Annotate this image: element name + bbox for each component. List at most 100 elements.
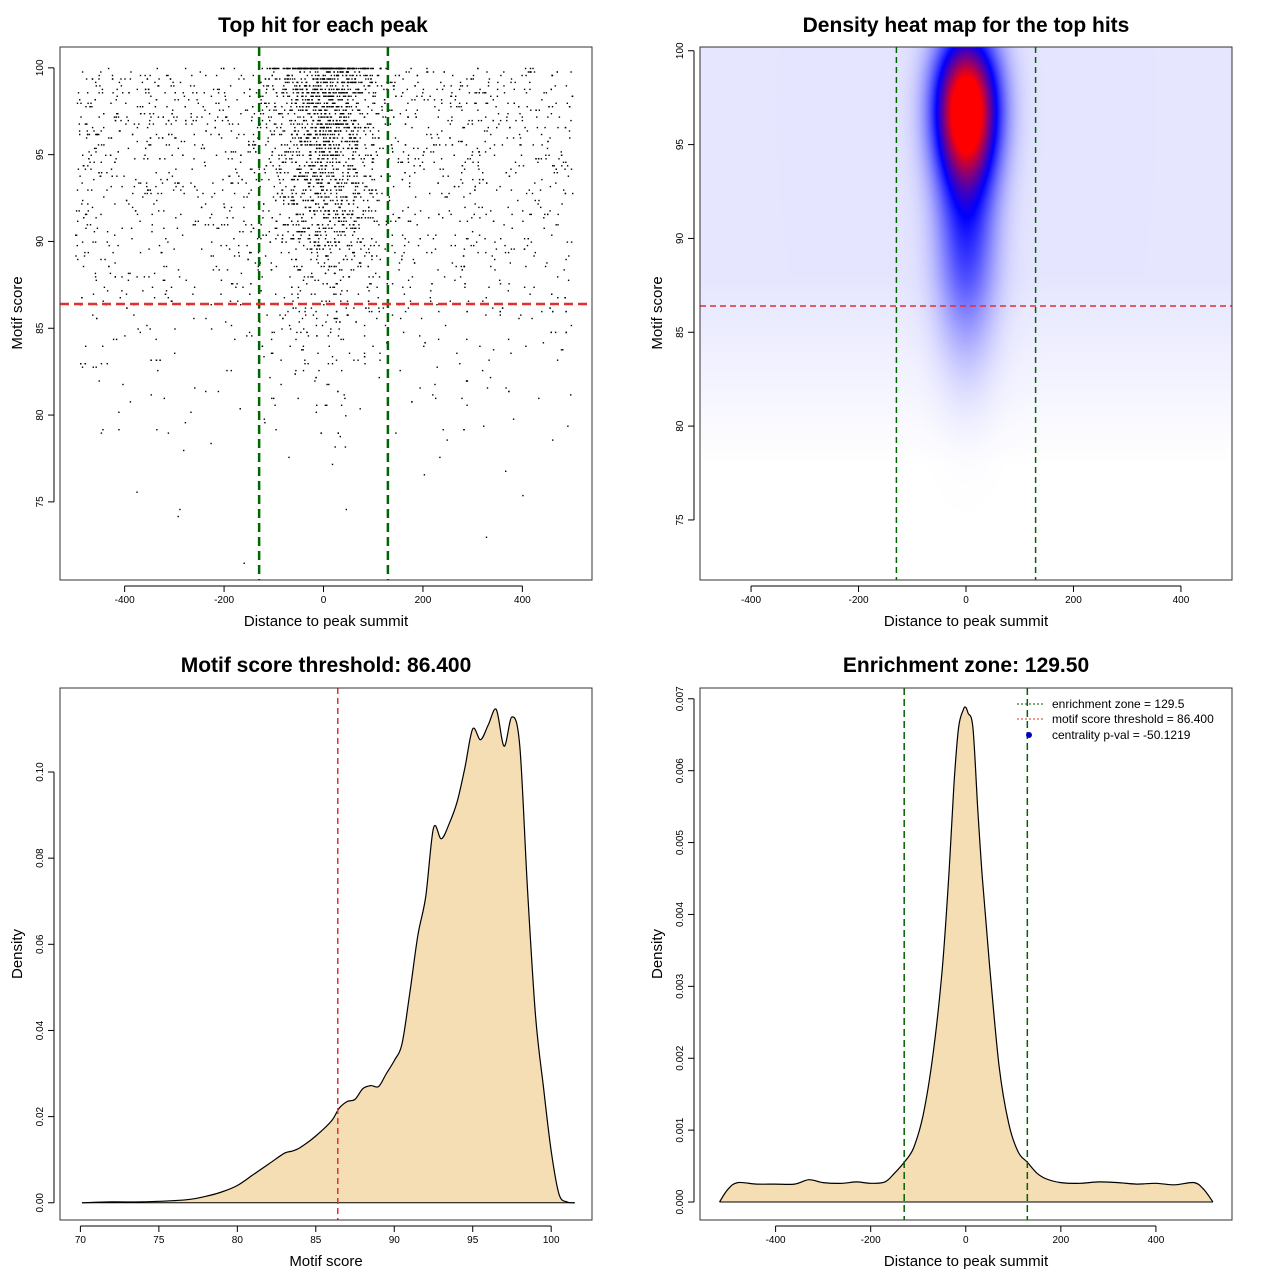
scatter-point	[364, 210, 367, 212]
scatter-point	[300, 144, 302, 146]
scatter-point	[411, 401, 413, 403]
scatter-point	[345, 123, 347, 125]
scatter-point	[348, 126, 350, 129]
scatter-point	[318, 206, 320, 209]
scatter-point	[196, 189, 198, 191]
scatter-point	[250, 283, 252, 285]
scatter-point	[337, 99, 339, 101]
scatter-point	[506, 116, 508, 118]
scatter-point	[299, 269, 302, 271]
scatter-point	[263, 356, 265, 358]
scatter-point	[75, 255, 77, 257]
scatter-point	[448, 192, 450, 195]
distance-density-panel: Enrichment zone: 129.50 -400 -200 0 200 4000…	[649, 654, 1233, 1270]
scatter-point	[157, 369, 159, 372]
scatter-point	[340, 404, 343, 406]
scatter-point	[346, 102, 348, 104]
scatter-point	[449, 123, 451, 125]
scatter-point	[397, 161, 399, 163]
scatter-point	[492, 307, 494, 309]
scatter-point	[510, 78, 513, 80]
scatter-point	[344, 446, 347, 448]
scatter-point	[294, 137, 296, 139]
scatter-point	[190, 411, 192, 413]
scatter-point	[265, 102, 267, 104]
scatter-point	[98, 380, 100, 382]
scatter-point	[292, 300, 294, 302]
scatter-point	[433, 144, 435, 146]
scatter-point	[263, 168, 266, 170]
distance-density-title: Enrichment zone: 129.50	[843, 654, 1089, 677]
scatter-point	[336, 283, 338, 285]
scatter-point	[268, 109, 271, 111]
scatter-point	[288, 81, 290, 84]
scatter-point	[388, 196, 390, 198]
score-density-x-tick-label: 100	[543, 1235, 560, 1246]
scatter-point	[306, 109, 308, 111]
scatter-point	[290, 238, 292, 240]
scatter-point	[343, 231, 345, 233]
scatter-point	[406, 88, 408, 91]
scatter-point	[307, 130, 309, 132]
scatter-point	[201, 144, 204, 146]
scatter-point	[314, 113, 316, 115]
scatter-point	[390, 144, 393, 146]
scatter-point	[85, 137, 88, 139]
scatter-point	[347, 99, 349, 101]
scatter-point	[361, 67, 363, 70]
scatter-point	[527, 71, 530, 73]
scatter-point	[238, 78, 240, 80]
scatter-point	[320, 182, 322, 184]
scatter-point	[99, 85, 101, 87]
scatter-point	[295, 248, 297, 250]
scatter-point	[322, 154, 324, 156]
heatmap-panel: Density heat map for the top hits -400 -2…	[649, 14, 1233, 630]
scatter-point	[264, 255, 267, 257]
scatter-point	[374, 102, 376, 104]
scatter-point	[373, 178, 376, 181]
scatter-point	[291, 74, 293, 77]
scatter-point	[364, 144, 366, 146]
scatter-point	[344, 217, 346, 219]
scatter-point	[371, 310, 373, 313]
scatter-point	[350, 137, 352, 139]
scatter-point	[356, 172, 358, 174]
scatter-point	[251, 335, 253, 337]
scatter-point	[305, 178, 307, 181]
distance-density-y-tick-label: 0.004	[675, 902, 686, 927]
scatter-point	[562, 161, 565, 163]
scatter-point	[337, 432, 339, 434]
scatter-point	[194, 185, 196, 188]
scatter-point	[274, 102, 276, 104]
scatter-point	[332, 161, 334, 163]
scatter-point	[348, 276, 350, 278]
scatter-point	[273, 331, 275, 334]
scatter-point	[327, 133, 329, 136]
scatter-point	[392, 151, 394, 153]
scatter-point	[270, 269, 273, 271]
scatter-point	[340, 92, 343, 94]
scatter-point	[320, 85, 322, 87]
scatter-point	[116, 95, 118, 97]
scatter-point	[310, 126, 312, 129]
scatter-point	[286, 92, 288, 94]
scatter-point	[298, 224, 300, 226]
scatter-point	[191, 168, 193, 170]
scatter-point	[290, 106, 292, 108]
scatter-point	[363, 67, 365, 70]
scatter-point	[280, 126, 282, 129]
scatter-point	[185, 119, 187, 122]
scatter-point	[308, 154, 311, 156]
scatter-point	[352, 192, 354, 195]
scatter-point	[108, 265, 110, 268]
scatter-point	[345, 92, 347, 94]
scatter-point	[250, 189, 252, 191]
scatter-point	[326, 81, 328, 84]
scatter-point	[346, 196, 348, 198]
scatter-point	[161, 251, 163, 254]
scatter-point	[316, 192, 319, 195]
scatter-point	[343, 81, 346, 84]
scatter-point	[311, 144, 313, 146]
scatter-point	[163, 210, 165, 212]
scatter-point	[551, 234, 553, 236]
